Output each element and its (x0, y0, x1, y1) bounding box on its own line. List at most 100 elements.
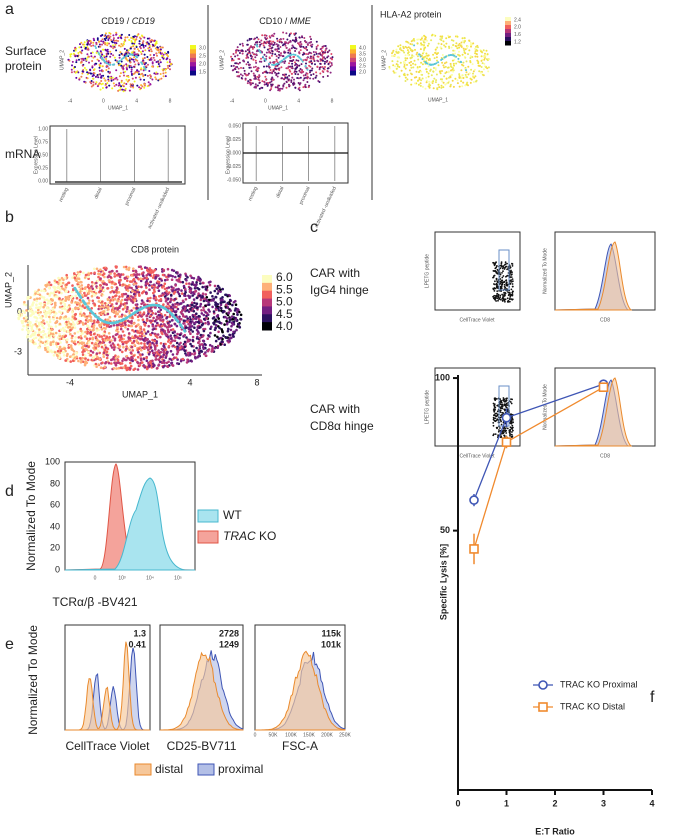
umap-cell (288, 62, 291, 65)
umap-cell (108, 72, 111, 75)
umap-cell (141, 42, 144, 44)
umap-cell (220, 328, 223, 331)
umap-cell (131, 42, 134, 45)
umap-cell (440, 86, 443, 89)
umap-cell (254, 65, 257, 68)
umap-cell (303, 77, 306, 80)
umap-cell (224, 315, 227, 319)
umap-cell (165, 275, 168, 279)
umap-cell (100, 76, 103, 79)
umap-cell (186, 358, 189, 362)
umap-cell (146, 41, 149, 44)
flow-event (497, 293, 500, 296)
umap-cell (310, 55, 312, 58)
umap-cell-highlight (105, 62, 108, 65)
umap-cell (215, 315, 219, 318)
umap-cell (451, 79, 454, 82)
tick-label: 250K (339, 732, 351, 738)
umap-cell (165, 286, 169, 290)
umap-cell (99, 73, 102, 76)
umap-cell-highlight (143, 66, 146, 69)
umap-cell (254, 43, 256, 46)
umap-cell (477, 61, 480, 63)
umap-cell (124, 265, 128, 269)
umap-cell (268, 47, 271, 50)
umap-cell (439, 70, 442, 73)
umap-cell (256, 36, 258, 39)
umap-cell (99, 272, 102, 276)
umap-cell (297, 73, 300, 76)
umap-cell (466, 81, 469, 84)
umap-cell (470, 45, 472, 48)
umap-cell (106, 338, 110, 342)
umap-cell (141, 361, 144, 364)
umap-cell (132, 44, 135, 47)
flow-event (500, 279, 503, 282)
umap-cell (331, 56, 334, 59)
umap-cell (175, 288, 178, 291)
umap-cell (45, 306, 49, 310)
umap-cell (118, 54, 121, 57)
umap-cell (460, 41, 463, 44)
umap-cell (143, 78, 146, 81)
umap-cell (310, 74, 313, 76)
y-tick-label: 100 (435, 372, 450, 382)
umap-cell (107, 52, 110, 55)
colorbar-tick: 2.5 (199, 53, 206, 59)
umap-cell (87, 287, 91, 290)
umap-cell (296, 66, 299, 69)
umap-cell (139, 51, 142, 53)
umap-cell (103, 35, 106, 37)
umap-cell (161, 355, 165, 359)
axis-label: UMAP_2 (3, 272, 13, 308)
umap-cell (111, 87, 114, 90)
flow-event (511, 271, 513, 274)
umap-cell (115, 83, 118, 86)
umap-cell (299, 82, 302, 85)
umap-cell (71, 308, 74, 311)
umap-cell (120, 60, 123, 63)
umap-cell (148, 283, 151, 287)
umap-cell (28, 339, 31, 343)
umap-cell (216, 306, 220, 310)
umap-cell (232, 330, 235, 334)
flow-event (512, 429, 514, 432)
umap-cell (411, 43, 414, 46)
umap-cell (84, 57, 87, 60)
umap-cell (450, 66, 453, 69)
umap-cell (271, 72, 274, 75)
umap-cell (462, 81, 465, 84)
umap-cell (55, 316, 59, 320)
umap-cell (418, 77, 421, 79)
umap-cell (99, 34, 102, 37)
umap-cell (227, 312, 230, 315)
umap-cell (96, 355, 99, 359)
umap-cell (214, 295, 217, 299)
umap-cell (321, 51, 324, 54)
umap-cell (464, 84, 467, 87)
umap-cell (134, 76, 137, 79)
umap-cell (67, 295, 70, 298)
flow-event (495, 419, 498, 422)
umap-cell (92, 72, 95, 75)
flow-event (499, 278, 502, 280)
umap-cell (141, 72, 144, 75)
umap-cell (135, 46, 138, 48)
umap-cell (308, 84, 311, 87)
umap-cell (421, 52, 424, 55)
umap-cell (240, 77, 243, 79)
umap-cell (273, 68, 276, 71)
umap-cell (201, 292, 205, 296)
umap-cell (147, 42, 150, 45)
umap-cell (244, 50, 247, 53)
umap-cell (89, 72, 92, 75)
umap-cell (410, 73, 413, 76)
umap-cell-highlight (440, 59, 443, 61)
umap-cell (313, 60, 316, 62)
umap-cell (98, 63, 101, 66)
umap-cell (87, 71, 90, 74)
umap-cell (297, 59, 300, 62)
umap-cell (121, 342, 125, 346)
umap-cell (292, 56, 295, 58)
umap-cell (419, 38, 422, 41)
